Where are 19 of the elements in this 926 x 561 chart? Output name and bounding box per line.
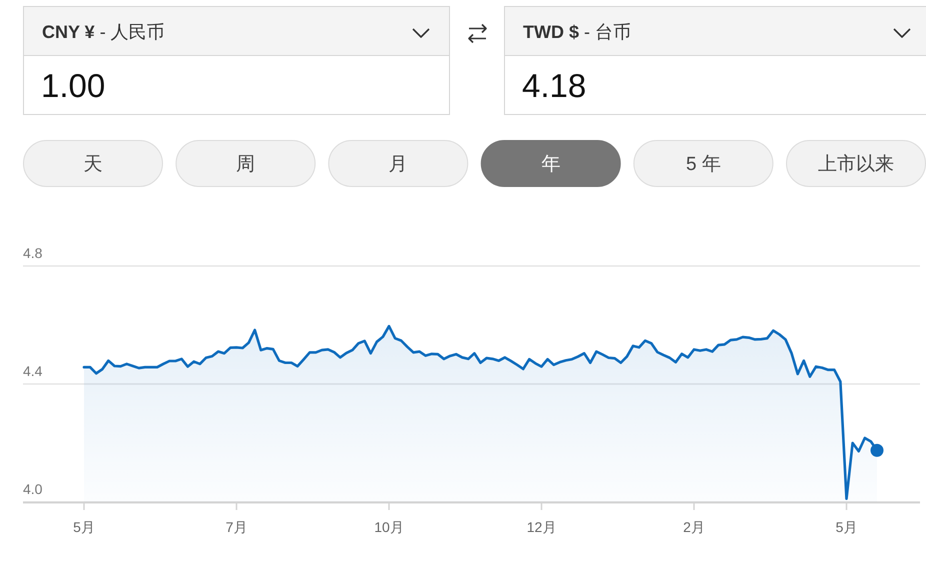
- text: 1.00: [41, 67, 106, 104]
- x-tick-label: 2月: [683, 519, 705, 535]
- category-label: 上市以来: [818, 153, 894, 175]
- y-tick-label: 4.0: [23, 481, 43, 497]
- y-tick-label: 4.8: [23, 245, 43, 261]
- y-tick-label: 4.4: [23, 363, 43, 379]
- text: CNY ¥ - 人民币: [42, 22, 165, 42]
- category-label: 年: [541, 154, 560, 175]
- text: 4.18: [522, 67, 586, 104]
- category-label: 周: [236, 154, 256, 175]
- x-tick-label: 10月: [374, 519, 404, 535]
- x-tick-label: 5月: [836, 519, 858, 535]
- category-label: 天: [84, 154, 102, 175]
- text: TWD $ - 台币: [523, 22, 631, 42]
- x-tick-label: 7月: [226, 519, 248, 535]
- x-tick-label: 12月: [526, 519, 556, 535]
- x-tick-label: 5月: [73, 519, 95, 535]
- category-label: 月: [388, 154, 408, 175]
- category-label: 5 年: [686, 154, 721, 175]
